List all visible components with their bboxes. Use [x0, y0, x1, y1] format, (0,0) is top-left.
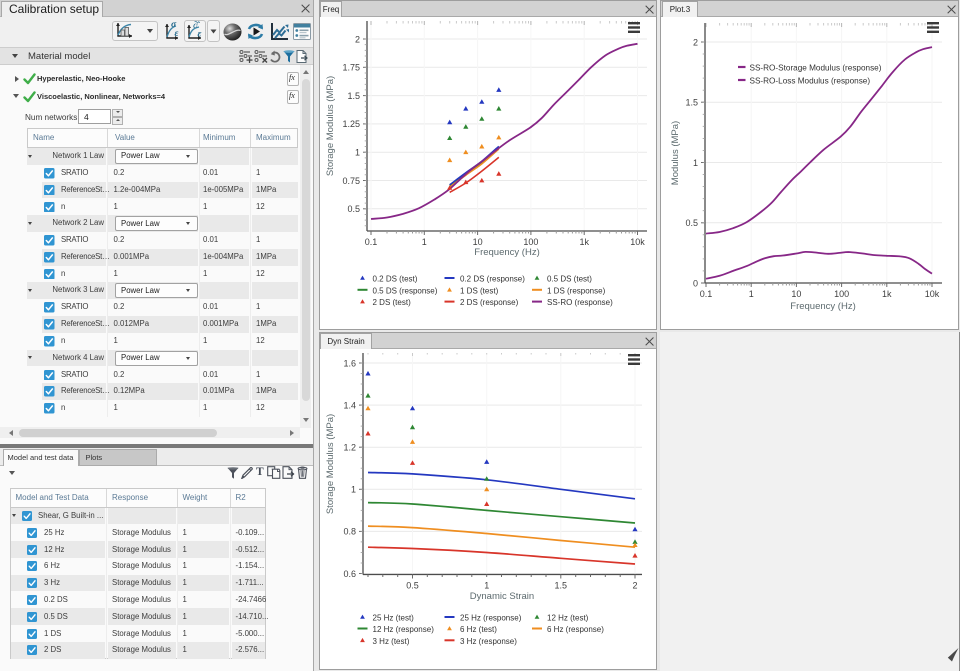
svg-text:Storage Modulus (MPa): Storage Modulus (MPa) — [325, 414, 336, 514]
svg-text:100: 100 — [834, 289, 849, 299]
svg-text:1.4: 1.4 — [343, 400, 356, 410]
svg-text:2 DS (test): 2 DS (test) — [373, 298, 412, 307]
svg-text:SS-RO-Storage Modulus (respons: SS-RO-Storage Modulus (response) — [750, 64, 882, 73]
svg-text:1: 1 — [693, 158, 698, 168]
svg-text:10: 10 — [791, 289, 801, 299]
svg-text:25 Hz (test): 25 Hz (test) — [373, 614, 415, 623]
svg-text:0.2 DS (response): 0.2 DS (response) — [460, 275, 525, 284]
svg-text:0.2 DS (test): 0.2 DS (test) — [373, 275, 418, 284]
svg-text:12 Hz (test): 12 Hz (test) — [547, 614, 589, 623]
svg-text:Modulus (MPa): Modulus (MPa) — [670, 121, 681, 185]
svg-text:ε: ε — [175, 29, 179, 39]
svg-text:SS-RO (response): SS-RO (response) — [547, 298, 613, 307]
svg-text:3 Hz (test): 3 Hz (test) — [373, 637, 410, 646]
svg-text:1 DS (test): 1 DS (test) — [460, 286, 499, 295]
svg-text:1k: 1k — [882, 289, 892, 299]
svg-text:0.8: 0.8 — [343, 527, 356, 537]
svg-text:0.5: 0.5 — [685, 218, 698, 228]
svg-text:1: 1 — [355, 148, 360, 158]
svg-text:1: 1 — [484, 581, 489, 591]
svg-text:Frequency (Hz): Frequency (Hz) — [790, 301, 855, 312]
svg-text:1 DS (response): 1 DS (response) — [547, 286, 606, 295]
svg-text:1: 1 — [351, 485, 356, 495]
svg-text:2: 2 — [693, 37, 698, 47]
svg-text:0.1: 0.1 — [700, 289, 713, 299]
svg-text:1.6: 1.6 — [343, 358, 356, 368]
svg-text:10: 10 — [473, 237, 483, 247]
svg-text:10k: 10k — [630, 237, 645, 247]
svg-text:6 Hz (response): 6 Hz (response) — [547, 625, 604, 634]
svg-text:1k: 1k — [579, 237, 589, 247]
svg-text:0.6: 0.6 — [343, 569, 356, 579]
svg-text:1.25: 1.25 — [342, 119, 360, 129]
svg-text:1: 1 — [422, 237, 427, 247]
svg-text:6 Hz (test): 6 Hz (test) — [460, 625, 497, 634]
svg-text:0.5: 0.5 — [406, 581, 419, 591]
svg-text:3 Hz (response): 3 Hz (response) — [460, 637, 517, 646]
svg-text:1.5: 1.5 — [685, 98, 698, 108]
svg-text:1.5: 1.5 — [555, 581, 568, 591]
svg-text:∂̂: ∂̂ — [193, 20, 201, 31]
svg-text:σ: σ — [171, 20, 177, 30]
svg-text:1.5: 1.5 — [347, 91, 360, 101]
svg-text:Storage Modulus (MPa): Storage Modulus (MPa) — [325, 76, 336, 176]
svg-text:2 DS (response): 2 DS (response) — [460, 298, 519, 307]
svg-text:1: 1 — [749, 289, 754, 299]
svg-text:ε: ε — [198, 30, 202, 40]
svg-text:0.5 DS (response): 0.5 DS (response) — [373, 286, 438, 295]
svg-text:2: 2 — [632, 581, 637, 591]
svg-text:12 Hz (response): 12 Hz (response) — [373, 625, 435, 634]
svg-text:100: 100 — [523, 237, 538, 247]
svg-text:Dynamic Strain: Dynamic Strain — [470, 591, 534, 602]
svg-text:2: 2 — [355, 34, 360, 44]
svg-text:0.1: 0.1 — [365, 237, 378, 247]
svg-text:1.75: 1.75 — [342, 63, 360, 73]
svg-text:SS-RO-Loss Modulus (response): SS-RO-Loss Modulus (response) — [750, 77, 871, 86]
svg-text:1.2: 1.2 — [343, 443, 356, 453]
svg-text:10k: 10k — [925, 289, 940, 299]
svg-text:0.75: 0.75 — [342, 176, 360, 186]
svg-text:0: 0 — [693, 278, 698, 288]
svg-text:25 Hz (response): 25 Hz (response) — [460, 614, 522, 623]
svg-text:0.5: 0.5 — [347, 204, 360, 214]
svg-text:Frequency (Hz): Frequency (Hz) — [474, 247, 539, 258]
svg-text:0.5 DS (test): 0.5 DS (test) — [547, 275, 592, 284]
